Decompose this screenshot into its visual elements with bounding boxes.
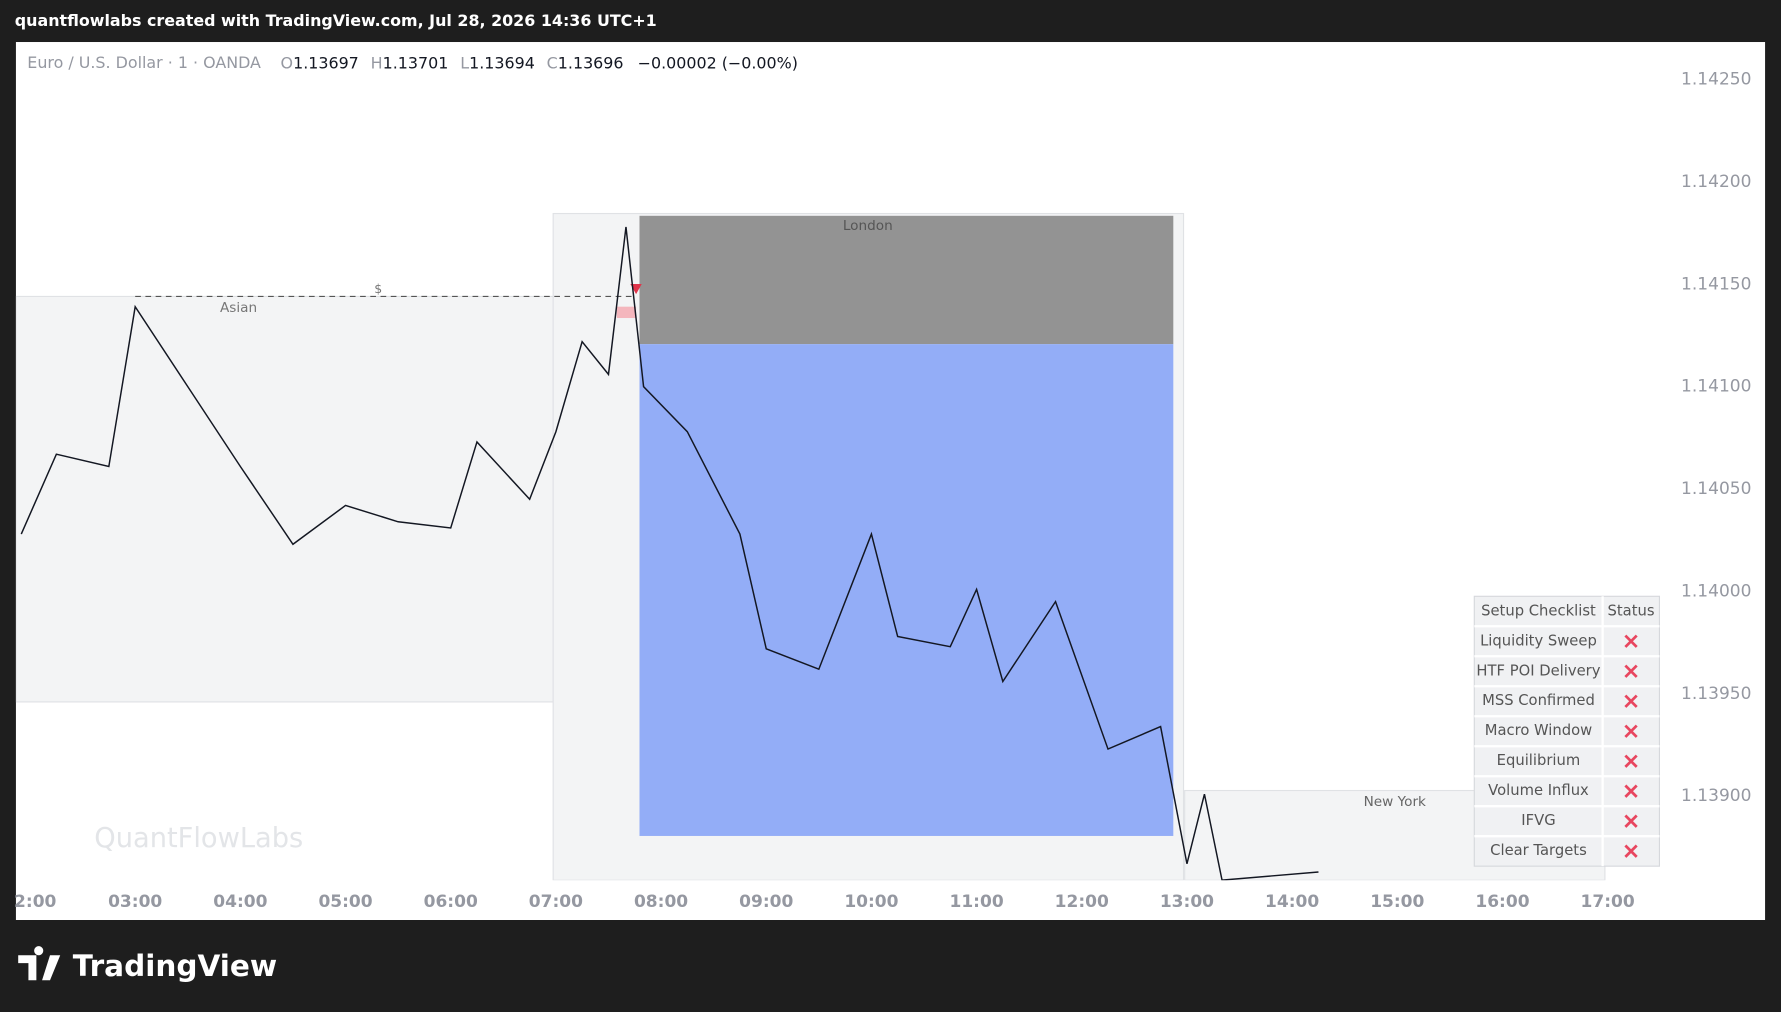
- brand-logo: [18, 946, 61, 981]
- status-fail-icon: [1624, 664, 1638, 678]
- x-tick-label: 2:00: [14, 892, 56, 912]
- brand: TradingView: [73, 949, 277, 983]
- table-header: Status: [1608, 602, 1655, 619]
- london-zone: [639, 344, 1174, 836]
- checklist-item: MSS Confirmed: [1482, 692, 1595, 709]
- x-tick-label: 07:00: [529, 892, 583, 912]
- ohlc: O1.13697 H1.13701 L1.13694 C1.13696 −0.0…: [281, 53, 798, 72]
- session-label: London: [843, 218, 893, 234]
- table-bg: [1473, 595, 1661, 867]
- y-tick-label: 1.14200: [1681, 172, 1751, 192]
- close: 1.13696: [558, 53, 624, 72]
- change: −0.00002 (−0.00%): [638, 53, 798, 72]
- high-label: H: [371, 53, 383, 72]
- x-tick-label: 04:00: [213, 892, 267, 912]
- checklist-table: Setup Checklist Status Liquidity Sweep HTF …: [1473, 595, 1661, 867]
- x-tick-label: 10:00: [844, 892, 898, 912]
- x-tick-label: 05:00: [318, 892, 372, 912]
- asian-box: [15, 295, 554, 703]
- x-tick-label: 13:00: [1160, 892, 1214, 912]
- watermark: QuantFlowLabs: [94, 823, 303, 854]
- legend: Euro / U.S. Dollar · 1 · OANDA O1.13697 …: [27, 53, 798, 72]
- logo-mark: [18, 946, 61, 981]
- high: 1.13701: [383, 53, 449, 72]
- y-tick-label: 1.14150: [1681, 274, 1751, 294]
- x-tick-label: 08:00: [634, 892, 688, 912]
- fvg-marker: [616, 306, 637, 319]
- header-title: quantflowlabs created with TradingView.c…: [15, 11, 657, 30]
- x-tick-label: 09:00: [739, 892, 793, 912]
- y-tick-label: 1.14100: [1681, 377, 1751, 397]
- x-tick-label: 17:00: [1581, 892, 1635, 912]
- status-fail-icon: [1624, 724, 1638, 738]
- checklist-item: Volume Influx: [1488, 782, 1589, 799]
- london-range: [639, 215, 1174, 345]
- checklist-item: Liquidity Sweep: [1480, 632, 1597, 649]
- session-label: Asian: [220, 300, 257, 316]
- y-tick-label: 1.14250: [1681, 70, 1751, 90]
- status-fail-icon: [1624, 784, 1638, 798]
- x-tick-label: 15:00: [1370, 892, 1424, 912]
- symbol: Euro / U.S. Dollar · 1 · OANDA: [27, 53, 261, 72]
- x-tick-label: 14:00: [1265, 892, 1319, 912]
- x-tick-label: 06:00: [424, 892, 478, 912]
- status-fail-icon: [1624, 814, 1638, 828]
- checklist-item: HTF POI Delivery: [1476, 662, 1600, 679]
- checklist-item: Clear Targets: [1490, 842, 1587, 859]
- status-fail-icon: [1624, 634, 1638, 648]
- x-tick-label: 11:00: [950, 892, 1004, 912]
- y-tick-label: 1.14050: [1681, 479, 1751, 499]
- status-fail-icon: [1624, 844, 1638, 858]
- x-tick-label: 03:00: [108, 892, 162, 912]
- checklist-item: Equilibrium: [1497, 752, 1581, 769]
- x-tick-label: 12:00: [1055, 892, 1109, 912]
- checklist-item: IFVG: [1521, 812, 1555, 829]
- status-fail-icon: [1624, 754, 1638, 768]
- y-tick-label: 1.14000: [1681, 581, 1751, 601]
- checklist-item: Macro Window: [1485, 722, 1593, 739]
- table-header: Setup Checklist: [1481, 602, 1596, 619]
- x-tick-label: 16:00: [1475, 892, 1529, 912]
- y-tick-label: 1.13950: [1681, 684, 1751, 704]
- sweep-label: $: [374, 281, 382, 296]
- status-fail-icon: [1624, 694, 1638, 708]
- low: 1.13694: [469, 53, 535, 72]
- low-label: L: [460, 53, 469, 72]
- open-label: O: [281, 53, 294, 72]
- y-tick-label: 1.13900: [1681, 786, 1751, 806]
- open: 1.13697: [293, 53, 359, 72]
- price-line: [20, 226, 1319, 881]
- close-label: C: [547, 53, 558, 72]
- session-label: New York: [1364, 794, 1426, 810]
